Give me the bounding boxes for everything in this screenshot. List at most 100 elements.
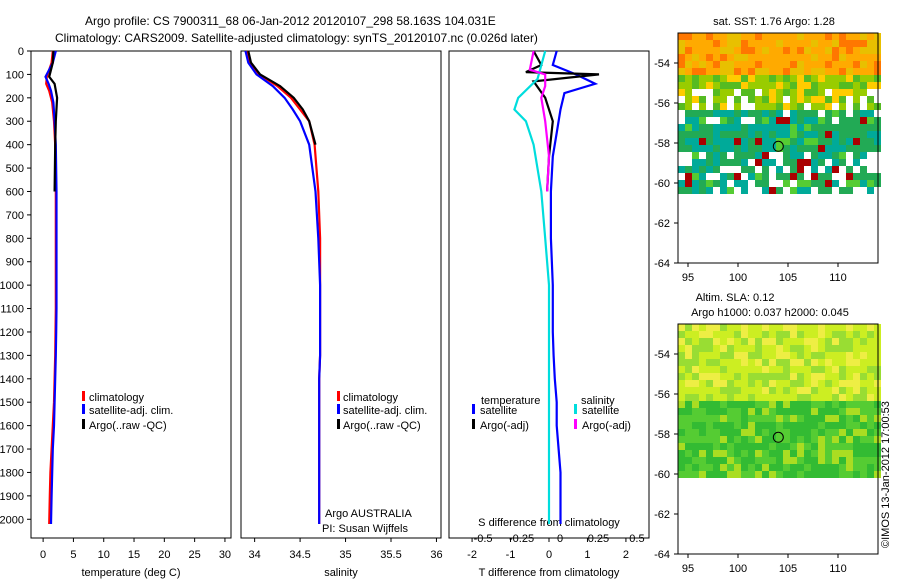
legend-swatch [337,404,340,414]
map-cell [790,75,797,82]
map-cell [727,173,734,180]
map-cell [734,443,741,450]
map-cell [762,180,769,187]
map-cell [748,152,755,159]
map-cell [804,429,811,436]
map-cell [734,173,741,180]
map-cell [741,359,748,366]
map-cell [804,401,811,408]
map-cell [867,61,874,68]
y-tick-label: 900 [6,257,24,269]
map-cell [818,96,825,103]
map-cell [727,401,734,408]
map-cell [811,103,818,110]
map-cell [860,387,867,394]
map-cell [678,75,685,82]
map-cell [741,131,748,138]
map-cell [825,450,832,457]
map-cell [783,61,790,68]
map-cell [825,352,832,359]
map-cell [727,380,734,387]
map-cell [748,331,755,338]
map-cell [727,324,734,331]
map-cell [867,75,874,82]
map-cell [811,366,818,373]
map-cell [804,61,811,68]
x-tick-label: 34 [249,549,261,561]
map-cell [776,436,783,443]
map-cell [797,138,804,145]
map-cell [839,33,846,40]
map-cell [811,373,818,380]
map-cell [790,345,797,352]
map-cell [790,443,797,450]
map-cell [867,471,874,478]
map-cell [692,47,699,54]
map-cell [811,450,818,457]
map-cell [811,436,818,443]
map-cell [727,387,734,394]
map-y-tick-label: -64 [654,549,670,561]
map-cell [818,324,825,331]
x-tick-label: 15 [128,549,140,561]
map-cell [769,159,776,166]
map-cell [832,75,839,82]
map-cell [769,394,776,401]
map-cell [699,324,706,331]
map-cell [818,436,825,443]
x-axis-label: T difference from climatology [479,567,620,579]
map-cell [685,166,692,173]
map-cell [720,366,727,373]
map-cell [692,450,699,457]
map-cell [790,54,797,61]
map-cell [818,457,825,464]
map-cell [741,436,748,443]
map-cell [825,152,832,159]
map-cell [748,401,755,408]
map-cell [825,324,832,331]
map-x-tick-label: 95 [682,272,694,284]
map-cell [846,54,853,61]
map-cell [678,366,685,373]
map-cell [706,408,713,415]
map-cell [741,394,748,401]
map-cell [741,47,748,54]
map-cell [783,33,790,40]
map-cell [853,82,860,89]
map-cell [797,373,804,380]
map-cell [846,366,853,373]
map-cell [832,68,839,75]
map-cell [720,131,727,138]
map-cell [818,117,825,124]
map-cell [832,429,839,436]
map-cell [832,471,839,478]
map-cell [692,166,699,173]
map-cell [818,173,825,180]
map-cell [818,359,825,366]
map-cell [706,394,713,401]
map-cell [811,180,818,187]
map-cell [818,103,825,110]
map-cell [741,324,748,331]
map-cell [720,464,727,471]
map-cell [762,359,769,366]
map-cell [825,471,832,478]
map-cell [678,422,685,429]
map-cell [713,443,720,450]
map-cell [804,187,811,194]
map-cell [692,68,699,75]
map-cell [804,387,811,394]
map-cell [790,124,797,131]
map-cell [825,443,832,450]
map-cell [720,33,727,40]
map-cell [790,464,797,471]
map-cell [790,187,797,194]
map-cell [734,131,741,138]
map-cell [748,366,755,373]
map-cell [769,401,776,408]
series-line [528,50,551,192]
map-cell [790,338,797,345]
map-cell [727,450,734,457]
map-cell [734,387,741,394]
legend-label: Argo(..raw -QC) [89,420,167,432]
